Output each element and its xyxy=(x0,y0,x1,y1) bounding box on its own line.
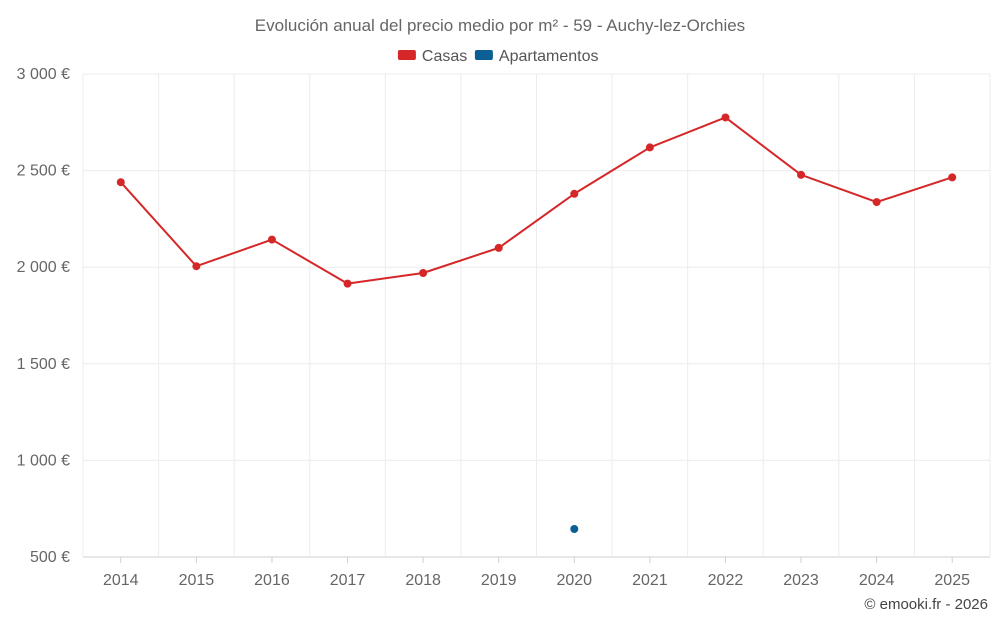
legend-label-casas: Casas xyxy=(422,48,467,65)
legend: Casas Apartamentos xyxy=(397,48,599,65)
x-tick-label: 2015 xyxy=(179,572,215,589)
y-tick-label: 3 000 € xyxy=(17,66,70,83)
data-point-apartamentos[interactable] xyxy=(570,524,579,533)
legend-swatch-apartamentos xyxy=(474,50,493,60)
legend-label-apartamentos: Apartamentos xyxy=(499,48,599,65)
x-tick-label: 2017 xyxy=(330,572,366,589)
series-layer xyxy=(116,113,957,533)
y-tick-label: 2 500 € xyxy=(17,163,70,180)
x-tick-label: 2019 xyxy=(481,572,517,589)
data-point-casas[interactable] xyxy=(494,243,503,252)
data-point-casas[interactable] xyxy=(267,235,276,244)
data-point-casas[interactable] xyxy=(419,268,428,277)
y-axis: 500 € 1 000 € 1 500 € 2 000 € 2 500 € 3 000 € xyxy=(17,66,70,566)
chart-title: Evolución anual del precio medio por m² … xyxy=(255,16,745,35)
x-tick-label: 2023 xyxy=(783,572,819,589)
series-line-casas xyxy=(120,116,953,285)
x-tick-label: 2025 xyxy=(934,572,970,589)
data-point-casas[interactable] xyxy=(192,262,201,271)
data-point-casas[interactable] xyxy=(645,143,654,152)
x-tick-label: 2024 xyxy=(859,572,895,589)
data-point-casas[interactable] xyxy=(721,113,730,122)
y-tick-label: 500 € xyxy=(30,549,70,566)
x-tick-label: 2020 xyxy=(556,572,592,589)
x-tick-label: 2018 xyxy=(405,572,441,589)
credit-text: © emooki.fr - 2026 xyxy=(864,596,988,613)
gridlines xyxy=(82,73,991,558)
x-tick-label: 2021 xyxy=(632,572,668,589)
x-tick-label: 2014 xyxy=(103,572,139,589)
legend-swatch-casas xyxy=(397,50,416,60)
x-axis: 2014 2015 2016 2017 2018 2019 2020 2021 2022 2023… xyxy=(103,557,970,589)
x-tick-label: 2022 xyxy=(708,572,744,589)
legend-item-casas[interactable]: Casas xyxy=(397,48,467,65)
data-point-casas[interactable] xyxy=(570,189,579,198)
x-tick-label: 2016 xyxy=(254,572,290,589)
data-point-casas[interactable] xyxy=(116,178,125,187)
y-tick-label: 2 000 € xyxy=(17,259,70,276)
data-point-casas[interactable] xyxy=(343,279,352,288)
y-tick-label: 1 000 € xyxy=(17,452,70,469)
data-point-casas[interactable] xyxy=(872,198,881,207)
data-point-casas[interactable] xyxy=(797,170,806,179)
data-point-casas[interactable] xyxy=(948,173,957,182)
y-tick-label: 1 500 € xyxy=(17,356,70,373)
legend-item-apartamentos[interactable]: Apartamentos xyxy=(474,48,599,65)
